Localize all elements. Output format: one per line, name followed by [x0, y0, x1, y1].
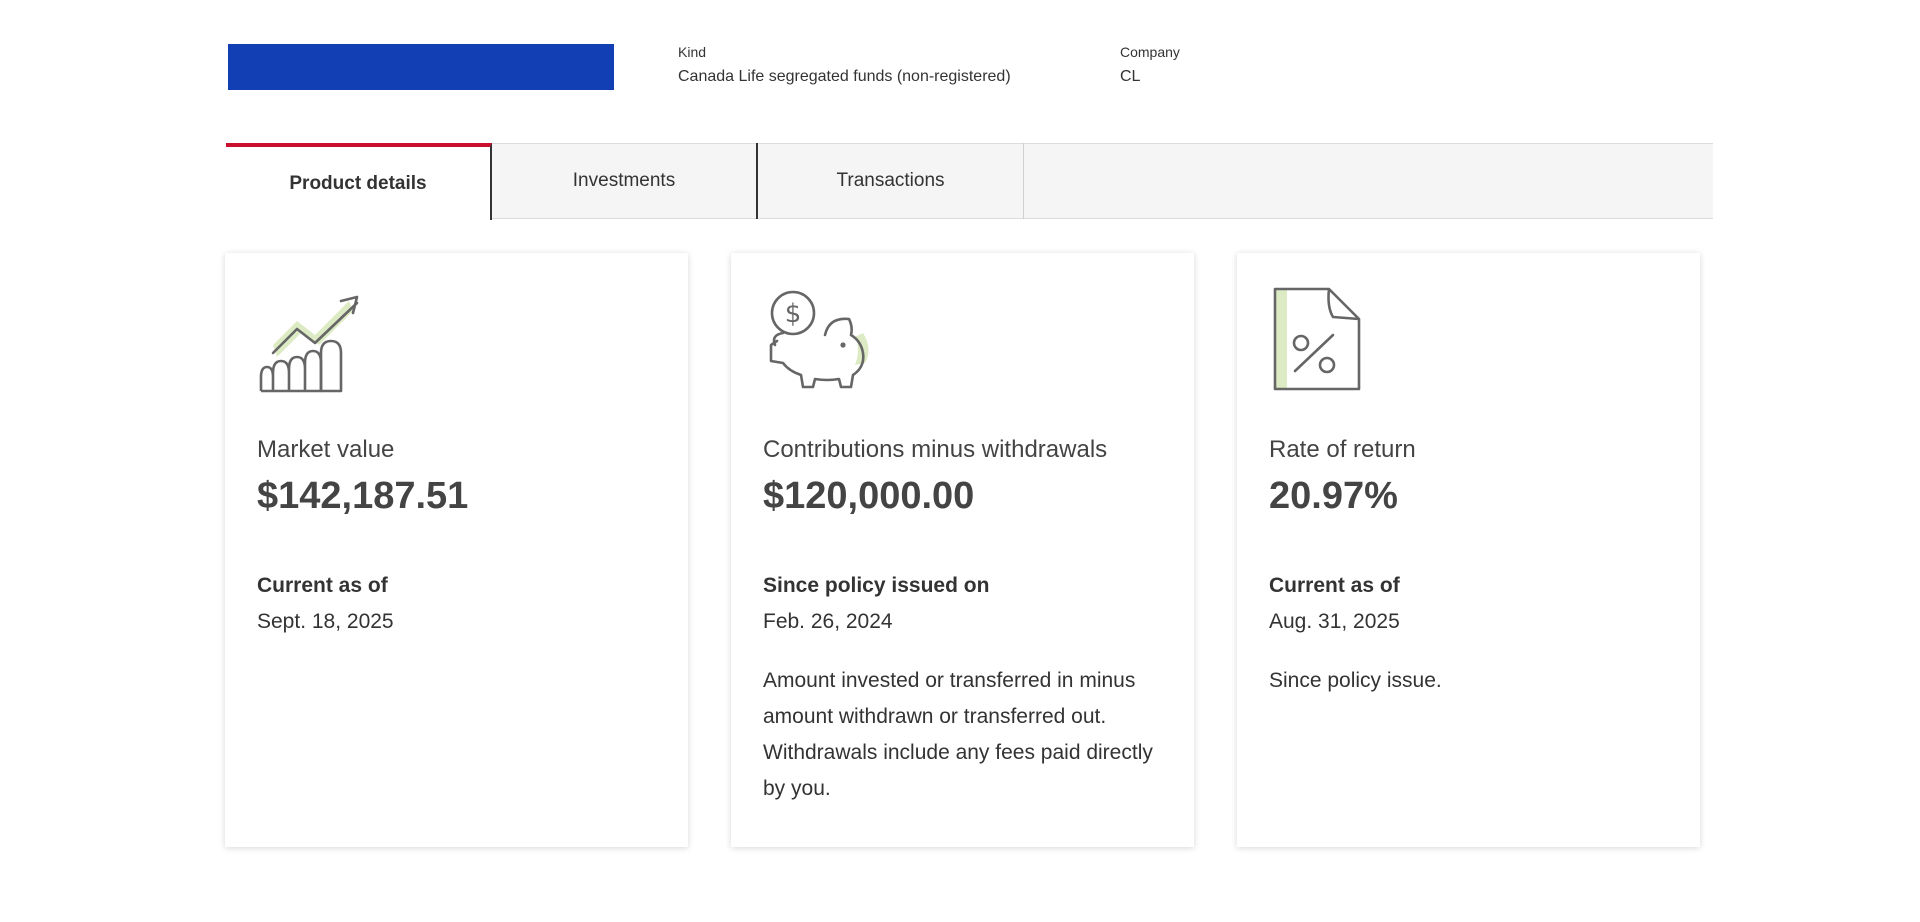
- company-value: CL: [1120, 68, 1141, 85]
- contributions-amount: $120,000.00: [763, 475, 975, 517]
- market-value-title: Market value: [257, 436, 395, 463]
- contributions-card: $ Contributions minus withdrawals $120,0…: [731, 253, 1194, 847]
- redacted-account-name: [228, 44, 614, 90]
- rate-of-return-card: Rate of return 20.97% Current as of Aug.…: [1237, 253, 1700, 847]
- rate-of-return-as-of-date: Aug. 31, 2025: [1269, 610, 1400, 633]
- rate-of-return-amount: 20.97%: [1269, 475, 1398, 517]
- contributions-since-label: Since policy issued on: [763, 574, 990, 597]
- svg-text:$: $: [785, 299, 802, 329]
- market-value-as-of-date: Sept. 18, 2025: [257, 610, 394, 633]
- piggy-bank-icon: $: [769, 290, 869, 389]
- tab-product-details[interactable]: Product details: [226, 143, 492, 220]
- kind-label: Kind: [678, 44, 707, 60]
- rate-of-return-note: Since policy issue.: [1269, 669, 1442, 692]
- tab-investments[interactable]: Investments: [492, 143, 758, 219]
- market-value-card: Market value $142,187.51 Current as of S…: [225, 253, 688, 847]
- growth-chart-icon: [259, 295, 359, 393]
- percent-document-icon: [1273, 287, 1361, 391]
- contributions-title: Contributions minus withdrawals: [763, 436, 1108, 463]
- rate-of-return-title: Rate of return: [1269, 436, 1416, 463]
- company-label: Company: [1120, 44, 1180, 60]
- tab-transactions[interactable]: Transactions: [758, 143, 1024, 219]
- kind-value: Canada Life segregated funds (non-regist…: [678, 68, 1011, 85]
- contributions-note: Amount invested or transferred in minus …: [763, 669, 1153, 800]
- market-value-as-of-label: Current as of: [257, 574, 388, 597]
- rate-of-return-as-of-label: Current as of: [1269, 574, 1400, 597]
- tab-bar: Product details Investments Transactions: [226, 143, 1713, 220]
- contributions-since-date: Feb. 26, 2024: [763, 610, 893, 633]
- company-meta: Company CL: [1120, 44, 1180, 87]
- market-value-amount: $142,187.51: [257, 475, 469, 517]
- kind-meta: Kind Canada Life segregated funds (non-r…: [678, 44, 1011, 87]
